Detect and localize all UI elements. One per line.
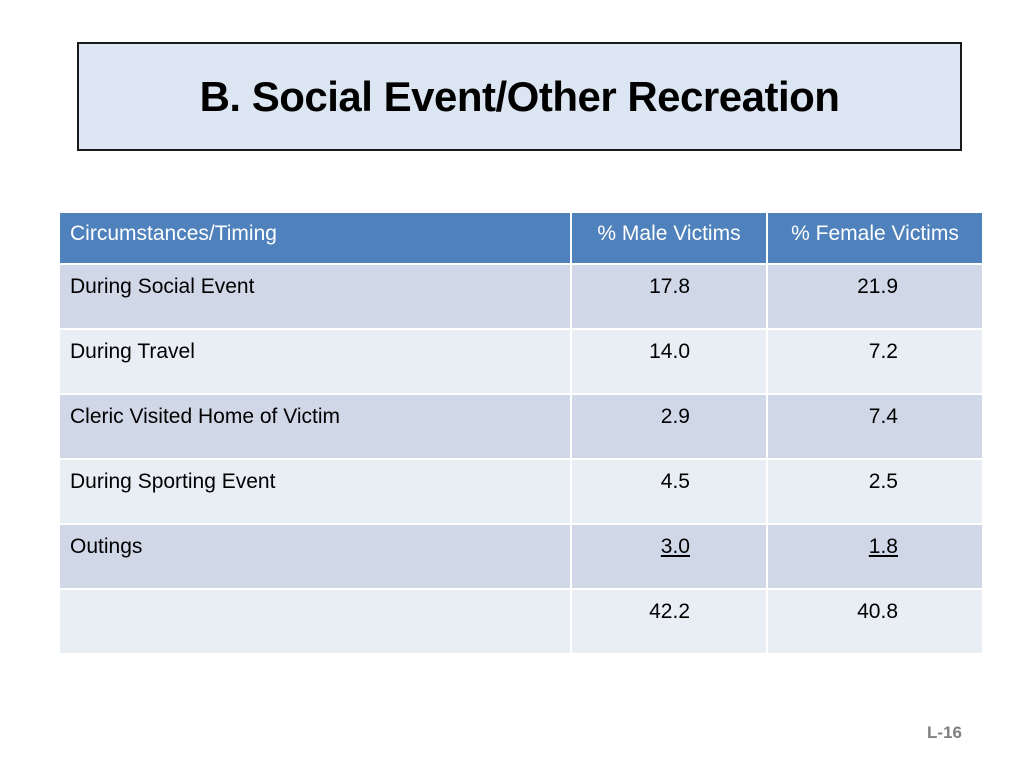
- male-value: 14.0: [571, 329, 768, 395]
- female-value: 21.9: [767, 264, 982, 330]
- victims-table: Circumstances/Timing % Male Victims % Fe…: [60, 213, 982, 655]
- female-value: 7.2: [767, 329, 982, 395]
- row-label: During Social Event: [60, 264, 572, 330]
- female-value: 1.8: [767, 524, 982, 590]
- header-female-victims: % Female Victims: [767, 213, 982, 265]
- title-box: B. Social Event/Other Recreation: [77, 42, 962, 151]
- female-value: 2.5: [767, 459, 982, 525]
- row-label: Cleric Visited Home of Victim: [60, 394, 572, 460]
- table-row: During Travel 14.0 7.2: [60, 329, 982, 395]
- male-value: 17.8: [571, 264, 768, 330]
- header-male-victims: % Male Victims: [571, 213, 768, 265]
- row-label: During Sporting Event: [60, 459, 572, 525]
- male-value: 4.5: [571, 459, 768, 525]
- row-label: During Travel: [60, 329, 572, 395]
- table-header-row: Circumstances/Timing % Male Victims % Fe…: [60, 213, 982, 265]
- table-row-total: 42.2 40.8: [60, 589, 982, 655]
- table-row: During Sporting Event 4.5 2.5: [60, 459, 982, 525]
- header-circumstances: Circumstances/Timing: [60, 213, 572, 265]
- female-total: 40.8: [767, 589, 982, 655]
- male-value: 2.9: [571, 394, 768, 460]
- male-value: 3.0: [571, 524, 768, 590]
- male-value-underlined: 3.0: [660, 535, 690, 558]
- row-label: Outings: [60, 524, 572, 590]
- table-row: Cleric Visited Home of Victim 2.9 7.4: [60, 394, 982, 460]
- female-value-underlined: 1.8: [868, 535, 898, 558]
- table-row: During Social Event 17.8 21.9: [60, 264, 982, 330]
- slide-number: L-16: [927, 723, 962, 742]
- row-label: [60, 589, 572, 655]
- male-total: 42.2: [571, 589, 768, 655]
- slide-title: B. Social Event/Other Recreation: [199, 72, 840, 120]
- table-row: Outings 3.0 1.8: [60, 524, 982, 590]
- female-value: 7.4: [767, 394, 982, 460]
